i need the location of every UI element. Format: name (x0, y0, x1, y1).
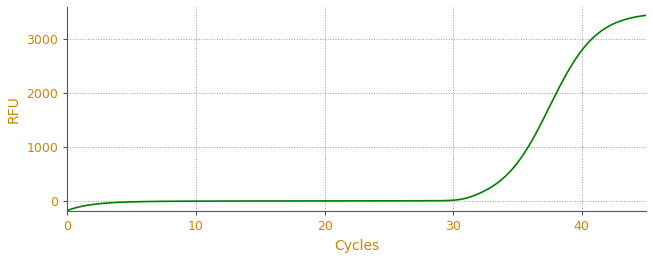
X-axis label: Cycles: Cycles (334, 239, 379, 253)
Y-axis label: RFU: RFU (7, 95, 21, 123)
